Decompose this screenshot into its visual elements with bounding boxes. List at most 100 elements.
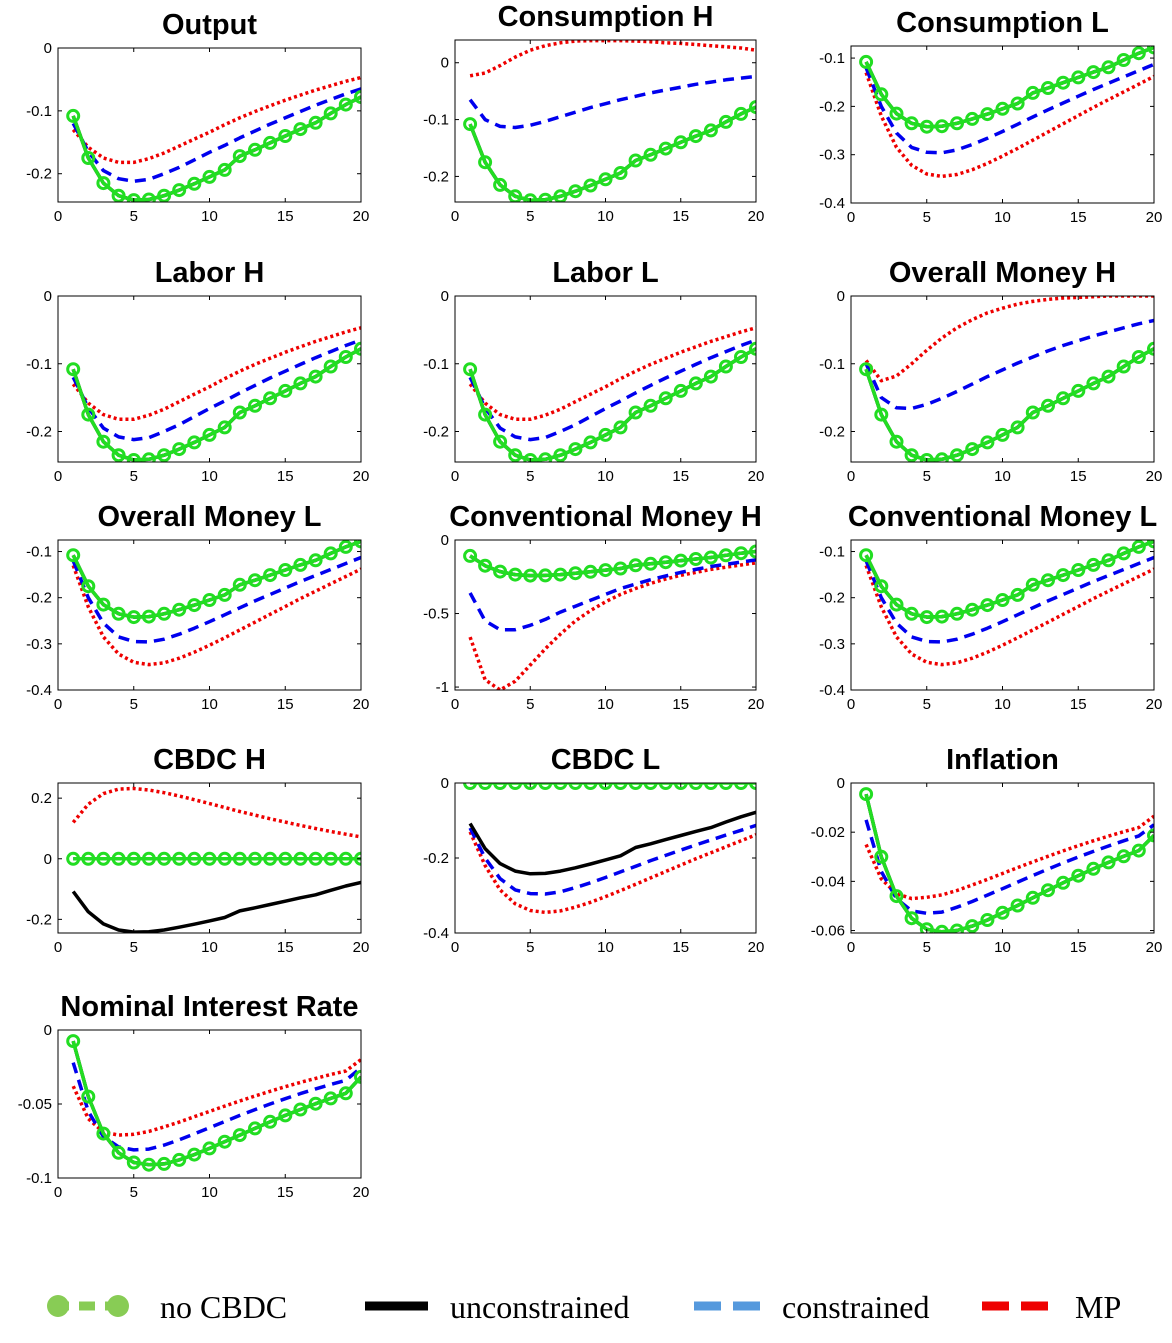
y-tick-label: -0.2 [26, 911, 52, 928]
data-point-no-cbdc [583, 783, 598, 790]
data-point-no-cbdc [157, 851, 172, 866]
data-point-no-cbdc [703, 550, 718, 565]
data-point-no-cbdc [538, 568, 553, 583]
x-tick-label: 15 [277, 208, 294, 225]
series-group [66, 75, 361, 202]
data-point-no-cbdc [1041, 81, 1055, 95]
x-tick-label: 5 [130, 468, 138, 485]
x-tick-label: 20 [353, 1184, 370, 1201]
x-tick-label: 20 [353, 696, 370, 713]
y-tick-label: -0.1 [26, 544, 52, 561]
series-group [463, 783, 756, 915]
data-point-no-cbdc [734, 106, 748, 121]
data-point-no-cbdc [889, 106, 904, 121]
data-point-no-cbdc [568, 783, 583, 790]
data-point-no-cbdc [1101, 553, 1116, 568]
series-line-mp [864, 564, 1154, 667]
series-line-unconstrained [71, 95, 361, 202]
data-point-no-cbdc [1010, 420, 1025, 435]
data-point-no-cbdc [718, 548, 733, 563]
x-tick-label: 5 [130, 939, 138, 956]
y-tick-label: 0.2 [31, 790, 52, 807]
panel-title: CBDC L [551, 744, 661, 776]
x-tick-label: 20 [748, 696, 765, 713]
data-point-no-cbdc [628, 783, 643, 790]
y-tick-label: 0 [441, 288, 449, 305]
data-point-no-cbdc [673, 783, 688, 790]
data-point-no-cbdc [980, 598, 995, 613]
data-point-no-cbdc [1086, 376, 1101, 391]
data-point-no-cbdc [1041, 883, 1055, 898]
data-point-no-cbdc [187, 851, 202, 866]
panel-4: Labor H 0 5 10 15 20 0 -0.1 -0.2 [26, 257, 369, 485]
data-point-no-cbdc [523, 453, 538, 462]
series-line-no-cbdc [864, 540, 1154, 619]
data-point-no-cbdc [463, 362, 478, 377]
y-tick-label: -0.2 [26, 166, 52, 183]
series-line-mp [864, 296, 1154, 383]
x-tick-label: 10 [597, 468, 614, 485]
data-point-no-cbdc [126, 193, 141, 202]
data-point-no-cbdc [919, 453, 934, 462]
data-point-no-cbdc [1147, 828, 1154, 843]
series-group [859, 296, 1154, 462]
data-point-no-cbdc [598, 172, 613, 187]
legend-entry-unconstrained: unconstrained [365, 1289, 630, 1325]
data-point-no-cbdc [553, 448, 568, 462]
data-point-no-cbdc [66, 548, 81, 563]
y-tick-label: 0 [837, 775, 845, 792]
data-point-no-cbdc [919, 119, 934, 134]
series-line-no-cbdc [71, 540, 361, 619]
series-line-no-cbdc [864, 793, 1154, 933]
data-point-no-cbdc [1101, 855, 1116, 870]
x-tick-label: 5 [130, 208, 138, 225]
x-tick-label: 10 [994, 468, 1011, 485]
series-line-no-cbdc [71, 95, 361, 202]
data-point-no-cbdc [278, 851, 293, 866]
x-tick-label: 20 [1146, 209, 1163, 226]
series-line-no-cbdc [864, 347, 1154, 462]
data-point-no-cbdc [202, 169, 217, 184]
y-tick-label: 0 [441, 775, 449, 792]
data-point-no-cbdc [308, 1096, 323, 1111]
x-tick-label: 10 [994, 696, 1011, 713]
data-point-no-cbdc [248, 851, 262, 866]
data-point-no-cbdc [628, 405, 643, 420]
data-point-no-cbdc [995, 593, 1010, 607]
data-point-no-cbdc [1056, 391, 1071, 406]
data-point-no-cbdc [263, 851, 278, 866]
data-point-no-cbdc [980, 913, 995, 927]
data-point-no-cbdc [734, 546, 748, 561]
data-point-no-cbdc [643, 398, 658, 413]
panel-title: Nominal Interest Rate [60, 991, 358, 1023]
y-tick-label: -0.3 [26, 636, 52, 653]
data-point-no-cbdc [493, 783, 508, 790]
x-tick-label: 15 [277, 696, 294, 713]
data-point-no-cbdc [81, 851, 96, 866]
y-tick-label: -0.1 [819, 356, 845, 373]
series-line-constrained [864, 62, 1154, 155]
data-point-no-cbdc [1086, 65, 1101, 80]
data-point-no-cbdc [478, 155, 493, 170]
data-point-no-cbdc [96, 851, 111, 866]
legend-marker-no-cbdc [107, 1295, 129, 1317]
data-point-no-cbdc [293, 1102, 308, 1117]
data-point-no-cbdc [749, 100, 756, 115]
data-point-no-cbdc [111, 188, 126, 202]
data-point-no-cbdc [598, 427, 613, 442]
data-point-no-cbdc [157, 448, 172, 462]
data-point-no-cbdc [583, 564, 598, 579]
x-tick-label: 15 [672, 468, 689, 485]
legend-label-constrained: constrained [782, 1289, 930, 1325]
series-line-mp [71, 75, 361, 165]
data-point-no-cbdc [859, 54, 874, 69]
data-point-no-cbdc [523, 568, 538, 583]
data-point-no-cbdc [66, 851, 81, 866]
data-point-no-cbdc [538, 192, 553, 202]
data-point-no-cbdc [950, 448, 964, 462]
series-line-constrained [864, 318, 1154, 411]
series-line-unconstrained [864, 347, 1154, 462]
series-line-mp [71, 786, 361, 839]
data-point-no-cbdc [1010, 96, 1025, 111]
data-point-no-cbdc [232, 405, 247, 420]
